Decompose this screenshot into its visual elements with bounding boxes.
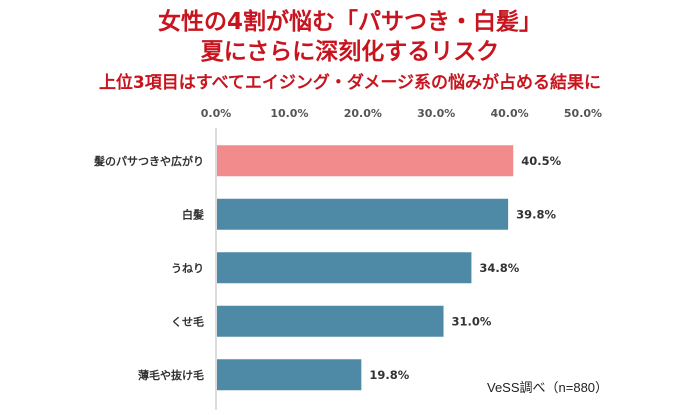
chart-title-line1: 女性の4割が悩む「パサつき・白髪」	[157, 9, 542, 35]
data-label: 40.5%	[521, 154, 561, 168]
data-label: 19.8%	[369, 368, 409, 382]
data-label: 31.0%	[452, 314, 492, 328]
source-note: VeSS調べ（n=880）	[487, 380, 609, 395]
x-tick-label: 50.0%	[564, 107, 602, 120]
category-label: 白髪	[182, 207, 204, 221]
x-tick-label: 20.0%	[344, 107, 382, 120]
x-tick-label: 30.0%	[417, 107, 455, 120]
x-tick-label: 0.0%	[201, 107, 232, 120]
chart-subtitle: 上位3項目はすべてエイジング・ダメージ系の悩みが占める結果に	[98, 73, 602, 93]
category-label: うねり	[171, 262, 204, 275]
category-label: 薄毛や抜け毛	[138, 368, 204, 382]
bar	[217, 305, 444, 337]
bar	[217, 145, 514, 177]
bar	[217, 252, 472, 284]
data-label: 34.8%	[479, 261, 519, 275]
data-label: 39.8%	[516, 207, 556, 221]
category-label: 髪のパサつきや広がり	[93, 154, 204, 168]
chart-title-line2: 夏にさらに深刻化するリスク	[200, 39, 500, 65]
x-tick-label: 40.0%	[491, 107, 529, 120]
x-tick-label: 10.0%	[270, 107, 308, 120]
category-label: くせ毛	[171, 314, 204, 328]
bar	[217, 359, 362, 391]
bar	[217, 198, 509, 230]
